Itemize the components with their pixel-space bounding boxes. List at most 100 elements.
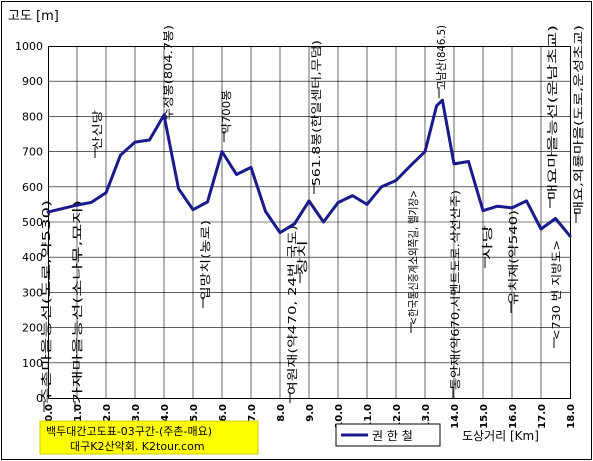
annotation-label: 약700봉 (219, 90, 233, 134)
y-tick-label: 900 (22, 75, 43, 88)
annotation-label: <한국통신중계소외쪽길, 헬기장> (407, 190, 420, 325)
data-point (177, 187, 180, 190)
data-point (322, 220, 325, 224)
data-point (191, 208, 195, 211)
x-tick-label: 5.0 (189, 404, 200, 422)
data-point (510, 206, 514, 210)
tick-label-layer: 0 100 200 300 400 500 600 700 800 900 1000 0.0 1.0 2.… (15, 40, 577, 429)
data-point (336, 201, 340, 204)
y-tick-label: 0 (36, 392, 43, 405)
data-point (119, 153, 122, 157)
grid-layer (48, 46, 570, 398)
annotation-label: 장치 (296, 240, 309, 275)
x-tick-label: 1.0 (73, 404, 84, 422)
data-point (365, 203, 369, 206)
x-tick-label: 9.0 (305, 404, 316, 422)
legend-box (335, 423, 441, 447)
annotation-label: 유치재(약540) (506, 210, 520, 305)
data-point (554, 217, 557, 220)
x-tick-label: 11.0 (363, 404, 374, 429)
x-tick-label: 16.0 (508, 404, 519, 429)
x-tick-label: 0.0 (44, 404, 55, 422)
data-point (133, 140, 137, 144)
x-tick-label: 13.0 (421, 404, 432, 429)
annotation-label: 매요,외룡마을(도로,운성초교) (572, 25, 585, 215)
data-point (220, 150, 224, 153)
x-tick-label: 2.0 (102, 404, 113, 422)
x-tick-label: 4.0 (160, 404, 171, 422)
legend-label: 권 한 철 (372, 429, 413, 443)
annotation-label: 통안재(약670,시멘트도로.삭선산주) (448, 190, 462, 390)
x-tick-label: 12.0 (392, 404, 403, 429)
annotation-label: 주촌마을능선(도로,약530) (39, 200, 53, 404)
data-point (435, 104, 438, 108)
annotation-label: 561.8봉(한일센터,무덤) (309, 40, 323, 186)
data-point (249, 166, 253, 169)
data-point (380, 185, 383, 188)
y-tick-label: 500 (22, 216, 43, 229)
x-tick-label: 18.0 (566, 404, 577, 429)
y-tick-label: 700 (22, 146, 43, 159)
data-point (104, 191, 108, 194)
annotation-label: <730 번 지방도> (550, 240, 563, 340)
annotation-label: 여원재(약470, 24번 국도) (285, 225, 299, 395)
data-point (351, 194, 354, 197)
data-point (568, 234, 572, 238)
y-tick-label: 800 (22, 110, 43, 123)
annotation-label: 입망치(농로) (199, 220, 212, 300)
data-point (162, 113, 166, 117)
y-tick-label: 400 (22, 251, 43, 264)
x-tick-label: 6.0 (218, 404, 229, 422)
data-point (409, 164, 412, 167)
y-tick-label: 300 (22, 286, 43, 299)
data-point (481, 209, 485, 212)
x-tick-label: 3.0 (131, 404, 142, 422)
x-tick-label: 14.0 (450, 404, 461, 429)
x-tick-label: 7.0 (247, 404, 258, 422)
data-point (90, 201, 93, 204)
data-point (235, 173, 238, 176)
series-line (46, 98, 572, 238)
data-point (307, 199, 311, 203)
plot-area (48, 46, 571, 399)
data-point (423, 150, 427, 153)
data-point (61, 207, 64, 210)
annotation-layer: 주촌마을능선(도로,약530) 가재마을능선(소나무,묘지) 산신당 수정봉(804.… (39, 25, 585, 412)
annotation-label: 사당 (481, 225, 494, 260)
y-tick-label: 200 (22, 322, 43, 335)
data-point (46, 210, 50, 214)
annotation-label: 고남산(846.5) (435, 25, 448, 90)
x-tick-label: 10.0 (334, 404, 345, 429)
data-point (206, 200, 209, 204)
y-axis-label: 고도 [m] (8, 9, 59, 24)
data-point (539, 227, 543, 231)
data-point (75, 203, 79, 207)
annotation-label: 가재마을능선(소나무,묘지) (71, 200, 84, 404)
data-point (293, 222, 296, 225)
annotation-label: 매요마을능선(운남초교) (546, 25, 559, 200)
y-tick-label: 100 (22, 357, 43, 370)
y-tick-label: 1000 (15, 40, 43, 53)
series-layer (46, 98, 572, 238)
annotation-label: 산신당 (91, 110, 104, 150)
chart-title: 백두대간고도표-03구간-(주촌-매요) (46, 425, 212, 438)
data-point (264, 210, 267, 213)
x-tick-label: 8.0 (276, 404, 287, 422)
x-tick-label: 17.0 (537, 404, 548, 429)
y-tick-label: 600 (22, 181, 43, 194)
data-point (441, 99, 444, 102)
data-point (496, 204, 499, 208)
data-point (452, 162, 456, 166)
title-box (39, 420, 259, 455)
x-axis-label: 도상거리 [Km] (462, 429, 539, 443)
data-point (525, 199, 528, 203)
data-point (148, 138, 151, 142)
x-tick-label: 15.0 (479, 404, 490, 429)
chart-subtitle: 대구K2산악회. K2tour.com (70, 440, 205, 453)
data-point (394, 179, 398, 182)
data-point (278, 231, 282, 234)
annotation-label: 수정봉(804.7봉) (162, 25, 175, 120)
